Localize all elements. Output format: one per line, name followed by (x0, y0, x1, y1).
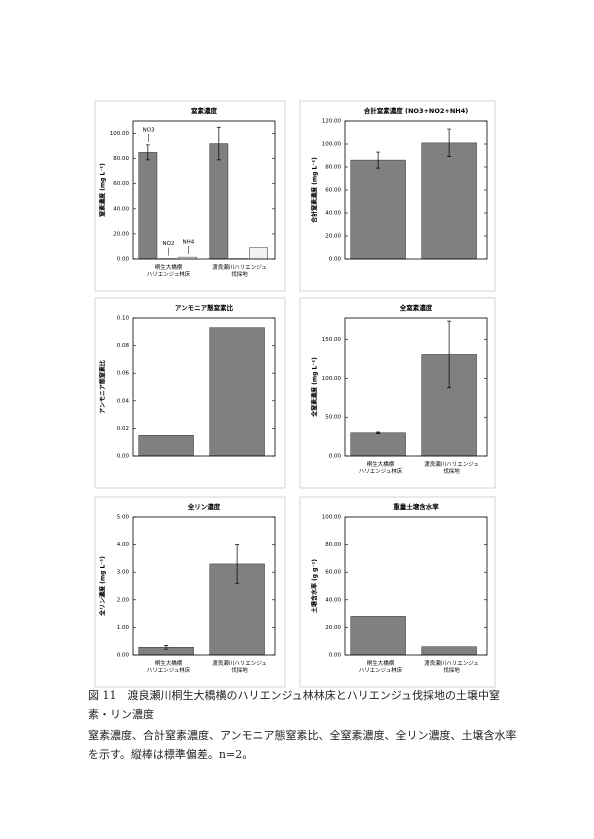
panel-frame (299, 297, 496, 489)
y-tick-label: 100.00 (322, 142, 342, 148)
error-bar (145, 144, 150, 161)
y-tick-label: 3.00 (117, 570, 130, 576)
panel-frame (299, 496, 496, 688)
error-bar (376, 151, 381, 169)
y-tick-label: 50.00 (325, 415, 341, 421)
y-tick-label: 0.00 (329, 257, 342, 263)
bar (421, 646, 477, 656)
plot-frame (132, 317, 276, 457)
y-tick-label: 150.00 (322, 337, 342, 343)
panel-frame (299, 100, 496, 292)
y-tick-label: 0.04 (117, 398, 130, 404)
y-tick-label: 100.00 (322, 376, 342, 382)
y-tick-label: 0.02 (117, 426, 129, 432)
chart-title: 窒素濃度 (191, 106, 218, 115)
x-tick-label: 桐生大橋横ハリエンジュ林床 (147, 659, 191, 674)
y-tick-label: 0.06 (117, 371, 130, 377)
y-tick-label: 4.00 (117, 542, 130, 548)
y-axis-label: アンモニア態窒素比 (99, 360, 107, 414)
panel-frame (94, 100, 286, 292)
x-tick-label: 桐生大橋横ハリエンジュ林床 (359, 460, 403, 475)
y-tick-label: 60.00 (325, 570, 341, 576)
caption-title: 図 11 渡良瀬川桐生大橋横のハリエンジュ林林床とハリエンジュ伐採地の土壌中窒素… (88, 689, 500, 721)
y-tick-label: 40.00 (325, 211, 341, 217)
error-bar (216, 126, 221, 161)
y-tick-label: 60.00 (325, 188, 341, 194)
y-tick-label: 0.00 (329, 653, 342, 659)
y-tick-label: 1.00 (117, 625, 130, 631)
y-tick-label: 100.00 (110, 131, 130, 137)
x-tick-label: 桐生大橋横ハリエンジュ林床 (359, 659, 403, 674)
x-tick-label: 渡良瀬川ハリエンジュ伐採地 (212, 263, 267, 278)
caption-body: 窒素濃度、合計窒素濃度、アンモニア態窒素比、全窒素濃度、全リン濃度、土壌含水率を… (88, 729, 517, 761)
y-axis-label: 合計窒素濃度 (mg L⁻¹) (311, 157, 319, 223)
y-axis-label: 全窒素濃度 (mg L⁻¹) (311, 357, 319, 418)
error-bar (447, 320, 452, 389)
series-annotation: NH4 (183, 240, 195, 246)
y-axis-label: 窒素濃度 (mg L⁻¹) (99, 163, 107, 217)
y-tick-label: 100.00 (322, 515, 342, 521)
y-tick-label: 20.00 (113, 231, 129, 237)
y-tick-label: 80.00 (325, 165, 341, 171)
x-tick-label: 渡良瀬川ハリエンジュ伐採地 (424, 460, 479, 475)
plot-frame (344, 317, 488, 457)
y-tick-label: 60.00 (113, 181, 129, 187)
y-axis-label: 土壌含水率 (g g⁻¹) (311, 559, 319, 613)
panel-frame (94, 496, 286, 688)
bar (209, 327, 265, 457)
y-tick-label: 40.00 (113, 206, 129, 212)
x-tick-label: 渡良瀬川ハリエンジュ伐採地 (212, 659, 267, 674)
plot-frame (344, 516, 488, 656)
y-tick-label: 0.00 (329, 454, 342, 460)
y-tick-label: 0.10 (117, 316, 130, 322)
plot-frame (132, 516, 276, 656)
bar (350, 159, 406, 260)
bar (350, 432, 406, 457)
error-bar (447, 128, 452, 157)
plot-frame (344, 120, 488, 260)
y-tick-label: 20.00 (325, 234, 341, 240)
x-tick-label: 桐生大橋横ハリエンジュ林床 (147, 263, 191, 278)
plot-frame (132, 120, 276, 260)
error-bar (235, 544, 240, 584)
bar (138, 152, 158, 260)
y-tick-label: 120.00 (322, 119, 342, 125)
y-tick-label: 20.00 (325, 625, 341, 631)
error-bar (164, 644, 169, 650)
bar (138, 435, 194, 457)
chart-title: アンモニア態窒素比 (175, 303, 234, 312)
y-axis-label: 全リン濃度 (mg L⁻¹) (99, 556, 107, 617)
chart-title: 合計窒素濃度 (NO3+NO2+NH4) (363, 106, 469, 115)
bar (421, 142, 477, 260)
y-tick-label: 2.00 (117, 597, 130, 603)
bar (209, 143, 229, 260)
x-tick-label: 渡良瀬川ハリエンジュ伐採地 (424, 659, 479, 674)
y-tick-label: 40.00 (325, 597, 341, 603)
y-tick-label: 5.00 (117, 515, 130, 521)
chart-title: 重量土壌含水率 (393, 502, 439, 511)
chart-title: 全窒素濃度 (399, 303, 433, 312)
chart-title: 全リン濃度 (187, 502, 221, 511)
error-bar (376, 431, 381, 434)
y-tick-label: 80.00 (113, 156, 129, 162)
y-tick-label: 80.00 (325, 542, 341, 548)
y-tick-label: 0.00 (117, 257, 130, 263)
y-tick-label: 0.08 (117, 343, 130, 349)
y-tick-label: 0.00 (117, 653, 130, 659)
series-annotation: NO2 (163, 241, 175, 247)
panel-frame (94, 297, 286, 489)
y-tick-label: 0.00 (117, 454, 130, 460)
bar (350, 616, 406, 656)
bar (249, 247, 268, 260)
series-annotation: NO3 (143, 127, 155, 133)
